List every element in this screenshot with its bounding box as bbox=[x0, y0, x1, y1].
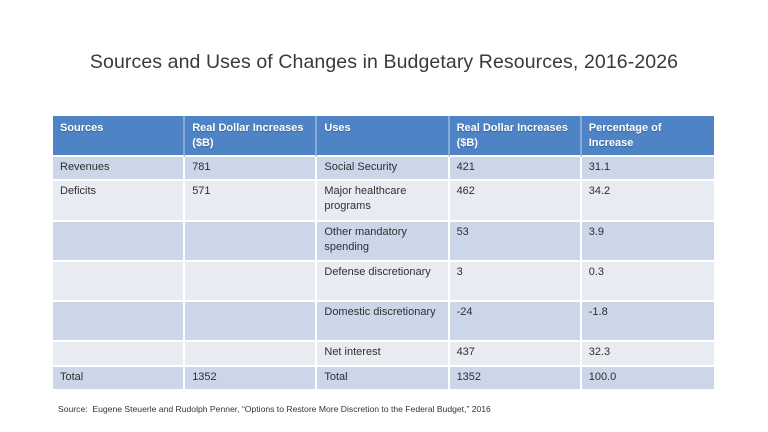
table-cell bbox=[185, 341, 318, 367]
table-cell: 3 bbox=[449, 261, 582, 302]
table-cell: 462 bbox=[449, 180, 582, 222]
table-row-revenues: Revenues 781 Social Security 421 31.1 bbox=[53, 156, 714, 181]
table-cell: 437 bbox=[449, 341, 582, 367]
table-cell: 781 bbox=[185, 156, 318, 181]
table-cell: 31.1 bbox=[581, 156, 714, 181]
table-cell: Other mandatory spending bbox=[317, 221, 450, 262]
table-header-row: Sources Real Dollar Increases ($B) Uses … bbox=[53, 116, 714, 157]
table-cell bbox=[185, 221, 318, 262]
table-row-other-mandatory: Other mandatory spending 53 3.9 bbox=[53, 221, 714, 262]
table-cell bbox=[53, 341, 186, 367]
budget-table: Sources Real Dollar Increases ($B) Uses … bbox=[53, 116, 714, 391]
table-row-deficits: Deficits 571 Major healthcare programs 4… bbox=[53, 180, 714, 222]
table-cell: 34.2 bbox=[581, 180, 714, 222]
table-cell: 32.3 bbox=[581, 341, 714, 367]
table-cell: Major healthcare programs bbox=[317, 180, 450, 222]
column-header-real-dollar-increases-uses: Real Dollar Increases ($B) bbox=[449, 116, 582, 157]
table-cell: Domestic discretionary bbox=[317, 301, 450, 342]
source-footnote: Source: Eugene Steuerle and Rudolph Penn… bbox=[58, 404, 491, 414]
table-cell: Deficits bbox=[53, 180, 186, 222]
column-header-uses: Uses bbox=[317, 116, 450, 157]
table-cell: 53 bbox=[449, 221, 582, 262]
table-cell: 571 bbox=[185, 180, 318, 222]
table-cell: 1352 bbox=[185, 366, 318, 391]
table-cell bbox=[185, 301, 318, 342]
table-row-net-interest: Net interest 437 32.3 bbox=[53, 341, 714, 367]
table-cell bbox=[53, 261, 186, 302]
column-header-percentage-of-increase: Percentage of Increase bbox=[581, 116, 714, 157]
table-cell: Total bbox=[53, 366, 186, 391]
table-cell: 1352 bbox=[449, 366, 582, 391]
table-row-total: Total 1352 Total 1352 100.0 bbox=[53, 366, 714, 391]
table-cell: Total bbox=[317, 366, 450, 391]
table-cell: Net interest bbox=[317, 341, 450, 367]
table-cell bbox=[53, 301, 186, 342]
table-cell: Defense discretionary bbox=[317, 261, 450, 302]
table-cell: 100.0 bbox=[581, 366, 714, 391]
table-cell: Social Security bbox=[317, 156, 450, 181]
table-row-domestic-discretionary: Domestic discretionary -24 -1.8 bbox=[53, 301, 714, 342]
column-header-sources: Sources bbox=[53, 116, 186, 157]
table-cell bbox=[185, 261, 318, 302]
table-cell: -1.8 bbox=[581, 301, 714, 342]
page-title: Sources and Uses of Changes in Budgetary… bbox=[89, 51, 679, 73]
table-cell: 421 bbox=[449, 156, 582, 181]
column-header-real-dollar-increases-sources: Real Dollar Increases ($B) bbox=[185, 116, 318, 157]
table-cell: -24 bbox=[449, 301, 582, 342]
table-cell: Revenues bbox=[53, 156, 186, 181]
table-cell: 3.9 bbox=[581, 221, 714, 262]
table-cell bbox=[53, 221, 186, 262]
table-row-defense-discretionary: Defense discretionary 3 0.3 bbox=[53, 261, 714, 302]
table-cell: 0.3 bbox=[581, 261, 714, 302]
